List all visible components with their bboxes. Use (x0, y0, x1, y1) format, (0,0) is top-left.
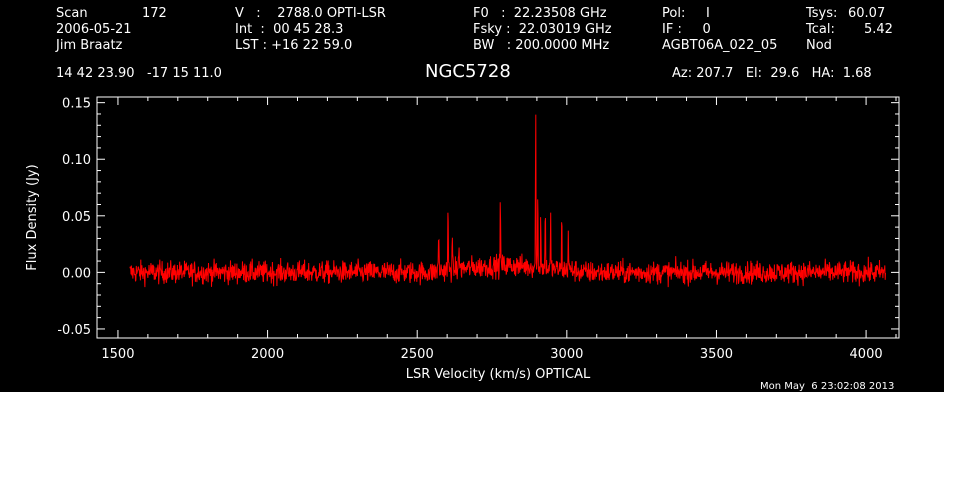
y-tick-label: 0.05 (62, 210, 91, 225)
scan-label: Scan (56, 6, 88, 21)
plot-timestamp: Mon May 6 23:02:08 2013 (760, 381, 895, 392)
x-tick-label: 2000 (251, 347, 284, 362)
x-tick-label: 3500 (700, 347, 733, 362)
pointing-info: Az: 207.7 El: 29.6 HA: 1.68 (672, 66, 872, 81)
sky-frequency: Fsky : 22.03019 GHz (473, 22, 612, 37)
observation-date: 2006-05-21 (56, 22, 132, 37)
polarization: Pol: I (662, 6, 710, 21)
velocity-info: V : 2788.0 OPTI-LSR (235, 6, 386, 21)
y-tick-label: -0.05 (57, 323, 91, 338)
x-tick-label: 2500 (401, 347, 434, 362)
lst-info: LST : +16 22 59.0 (235, 38, 353, 53)
y-tick-label: 0.10 (62, 153, 91, 168)
x-tick-label: 4000 (850, 347, 883, 362)
integration-time: Int : 00 45 28.3 (235, 22, 344, 37)
source-coordinates: 14 42 23.90 -17 15 11.0 (56, 66, 222, 81)
x-axis-label: LSR Velocity (km/s) OPTICAL (406, 367, 591, 382)
tcal-value: 5.42 (864, 22, 893, 37)
plot-panel: Scan 172 2006-05-21 Jim Braatz V : 2788.… (0, 0, 944, 392)
tcal-label: Tcal: (806, 22, 835, 37)
spectrum-trace (129, 114, 886, 288)
rest-frequency: F0 : 22.23508 GHz (473, 6, 607, 21)
x-tick-label: 3000 (550, 347, 583, 362)
x-tick-label: 1500 (101, 347, 134, 362)
if-number: IF : 0 (662, 22, 711, 37)
plot-frame (96, 96, 900, 339)
spectrum-chart: 1500 2000 2500 3000 3500 4000 -0.05 0.00 0.05 0.1… (25, 96, 900, 382)
y-axis-label: Flux Density (Jy) (25, 164, 40, 270)
project-id: AGBT06A_022_05 (662, 38, 778, 53)
bandwidth: BW : 200.0000 MHz (473, 38, 610, 53)
y-tick-label: 0.00 (62, 266, 91, 281)
tsys-value: 60.07 (848, 6, 886, 21)
source-name: NGC5728 (425, 61, 511, 82)
observer-name: Jim Braatz (56, 38, 123, 53)
observing-mode: Nod (806, 38, 832, 53)
scan-value: 172 (142, 6, 167, 21)
y-tick-label: 0.15 (62, 97, 91, 112)
tsys-label: Tsys: (806, 6, 838, 21)
